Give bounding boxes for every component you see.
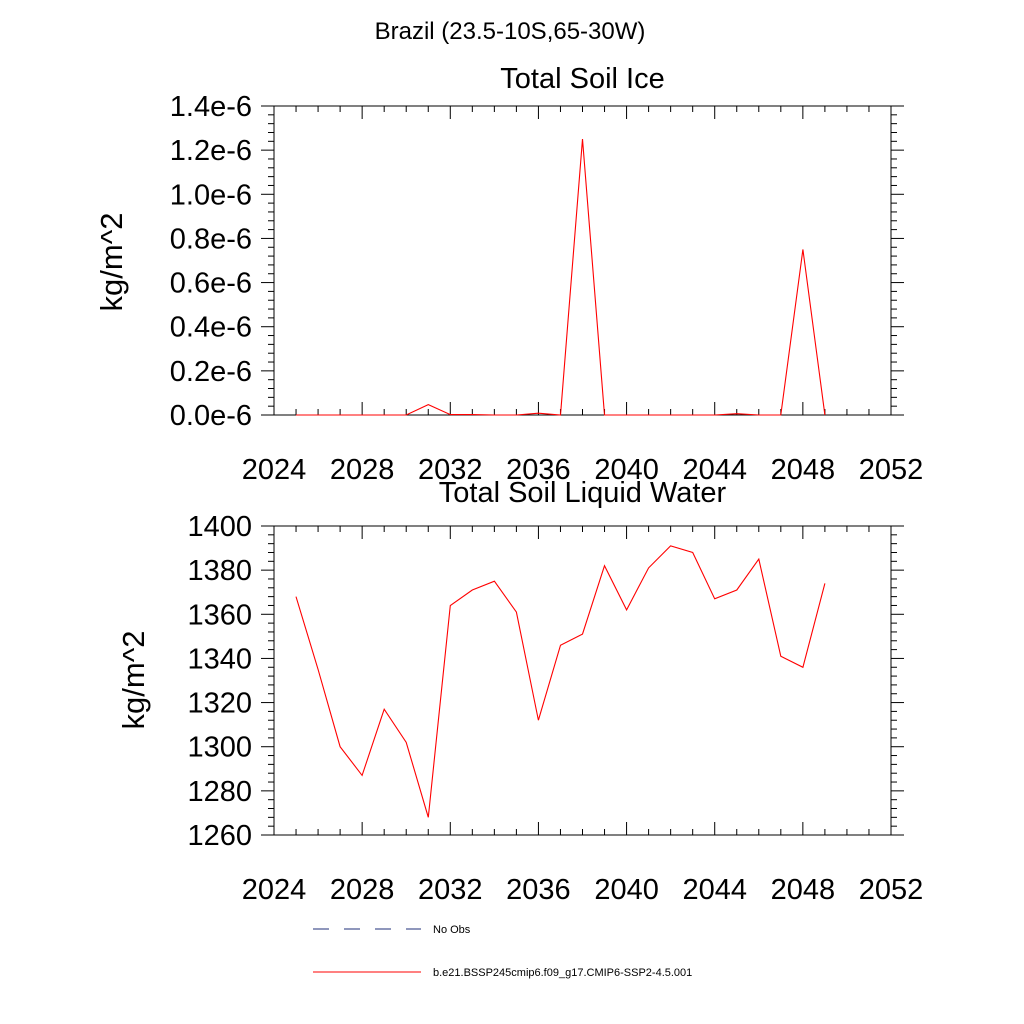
legend-label: No Obs [433,924,471,936]
y-tick-label: 0.4e-6 [170,312,252,344]
legend: No Obs b.e21.BSSP245cmip6.f09_g17.CMIP6-S… [313,924,692,979]
x-tick-label: 2024 [242,874,307,906]
figure-subtitle-text: Brazil (23.5-10S,65-30W) [374,18,646,45]
chart-title: Total Soil Ice [500,63,664,95]
x-tick-label: 2032 [418,454,483,486]
y-tick-label: 1.0e-6 [170,179,252,211]
y-tick-label: 0.6e-6 [170,268,252,300]
y-tick-label: 0.2e-6 [170,356,252,388]
x-tick-label: 2028 [330,874,395,906]
chart-panel-1: Total Soil Ice kg/m^2 2024 2028 2032 2036 2040… [94,63,923,486]
x-tick-label: 2024 [242,454,307,486]
x-tick-label: 2032 [418,874,483,906]
x-tick-label: 2028 [330,454,395,486]
x-tick-label: 2036 [506,874,571,906]
plot-frame [273,105,892,416]
x-tick-label: 2040 [594,874,659,906]
y-tick-label: 1.4e-6 [170,91,252,123]
y-axis-label: kg/m^2 [116,631,151,730]
x-tick-label: 2048 [771,874,836,906]
y-tick-label: 1280 [187,776,252,808]
x-tick-label: 2044 [682,454,747,486]
x-tick-label: 2052 [859,454,924,486]
series-line [296,139,826,416]
y-tick-label: 1340 [187,643,252,675]
y-tick-label: 1300 [187,732,252,764]
y-tick-label: 1.2e-6 [170,135,252,167]
y-tick-label: 1320 [187,688,252,720]
x-tick-label: 2040 [594,454,659,486]
y-tick-label: 1400 [187,511,252,543]
y-tick-label: 0.8e-6 [170,223,252,255]
y-axis-label: kg/m^2 [94,213,129,312]
y-tick-label: 0.0e-6 [170,400,252,432]
series-line [295,545,826,818]
x-tick-label: 2044 [682,874,747,906]
y-tick-label: 1380 [187,555,252,587]
y-tick-label: 1360 [187,599,252,631]
x-tick-label: 2052 [859,874,924,906]
plot-frame [273,525,892,836]
legend-label: b.e21.BSSP245cmip6.f09_g17.CMIP6-SSP2-4.… [433,967,692,979]
y-tick-label: 1260 [187,820,252,852]
chart-panel-2: Total Soil Liquid Water kg/m^2 2024 2028 203… [116,477,923,906]
x-tick-label: 2036 [506,454,571,486]
figure-subtitle: Brazil (23.5-10S,65-30W) [0,18,1024,46]
chart-title: Total Soil Liquid Water [439,477,727,509]
x-tick-label: 2048 [771,454,836,486]
